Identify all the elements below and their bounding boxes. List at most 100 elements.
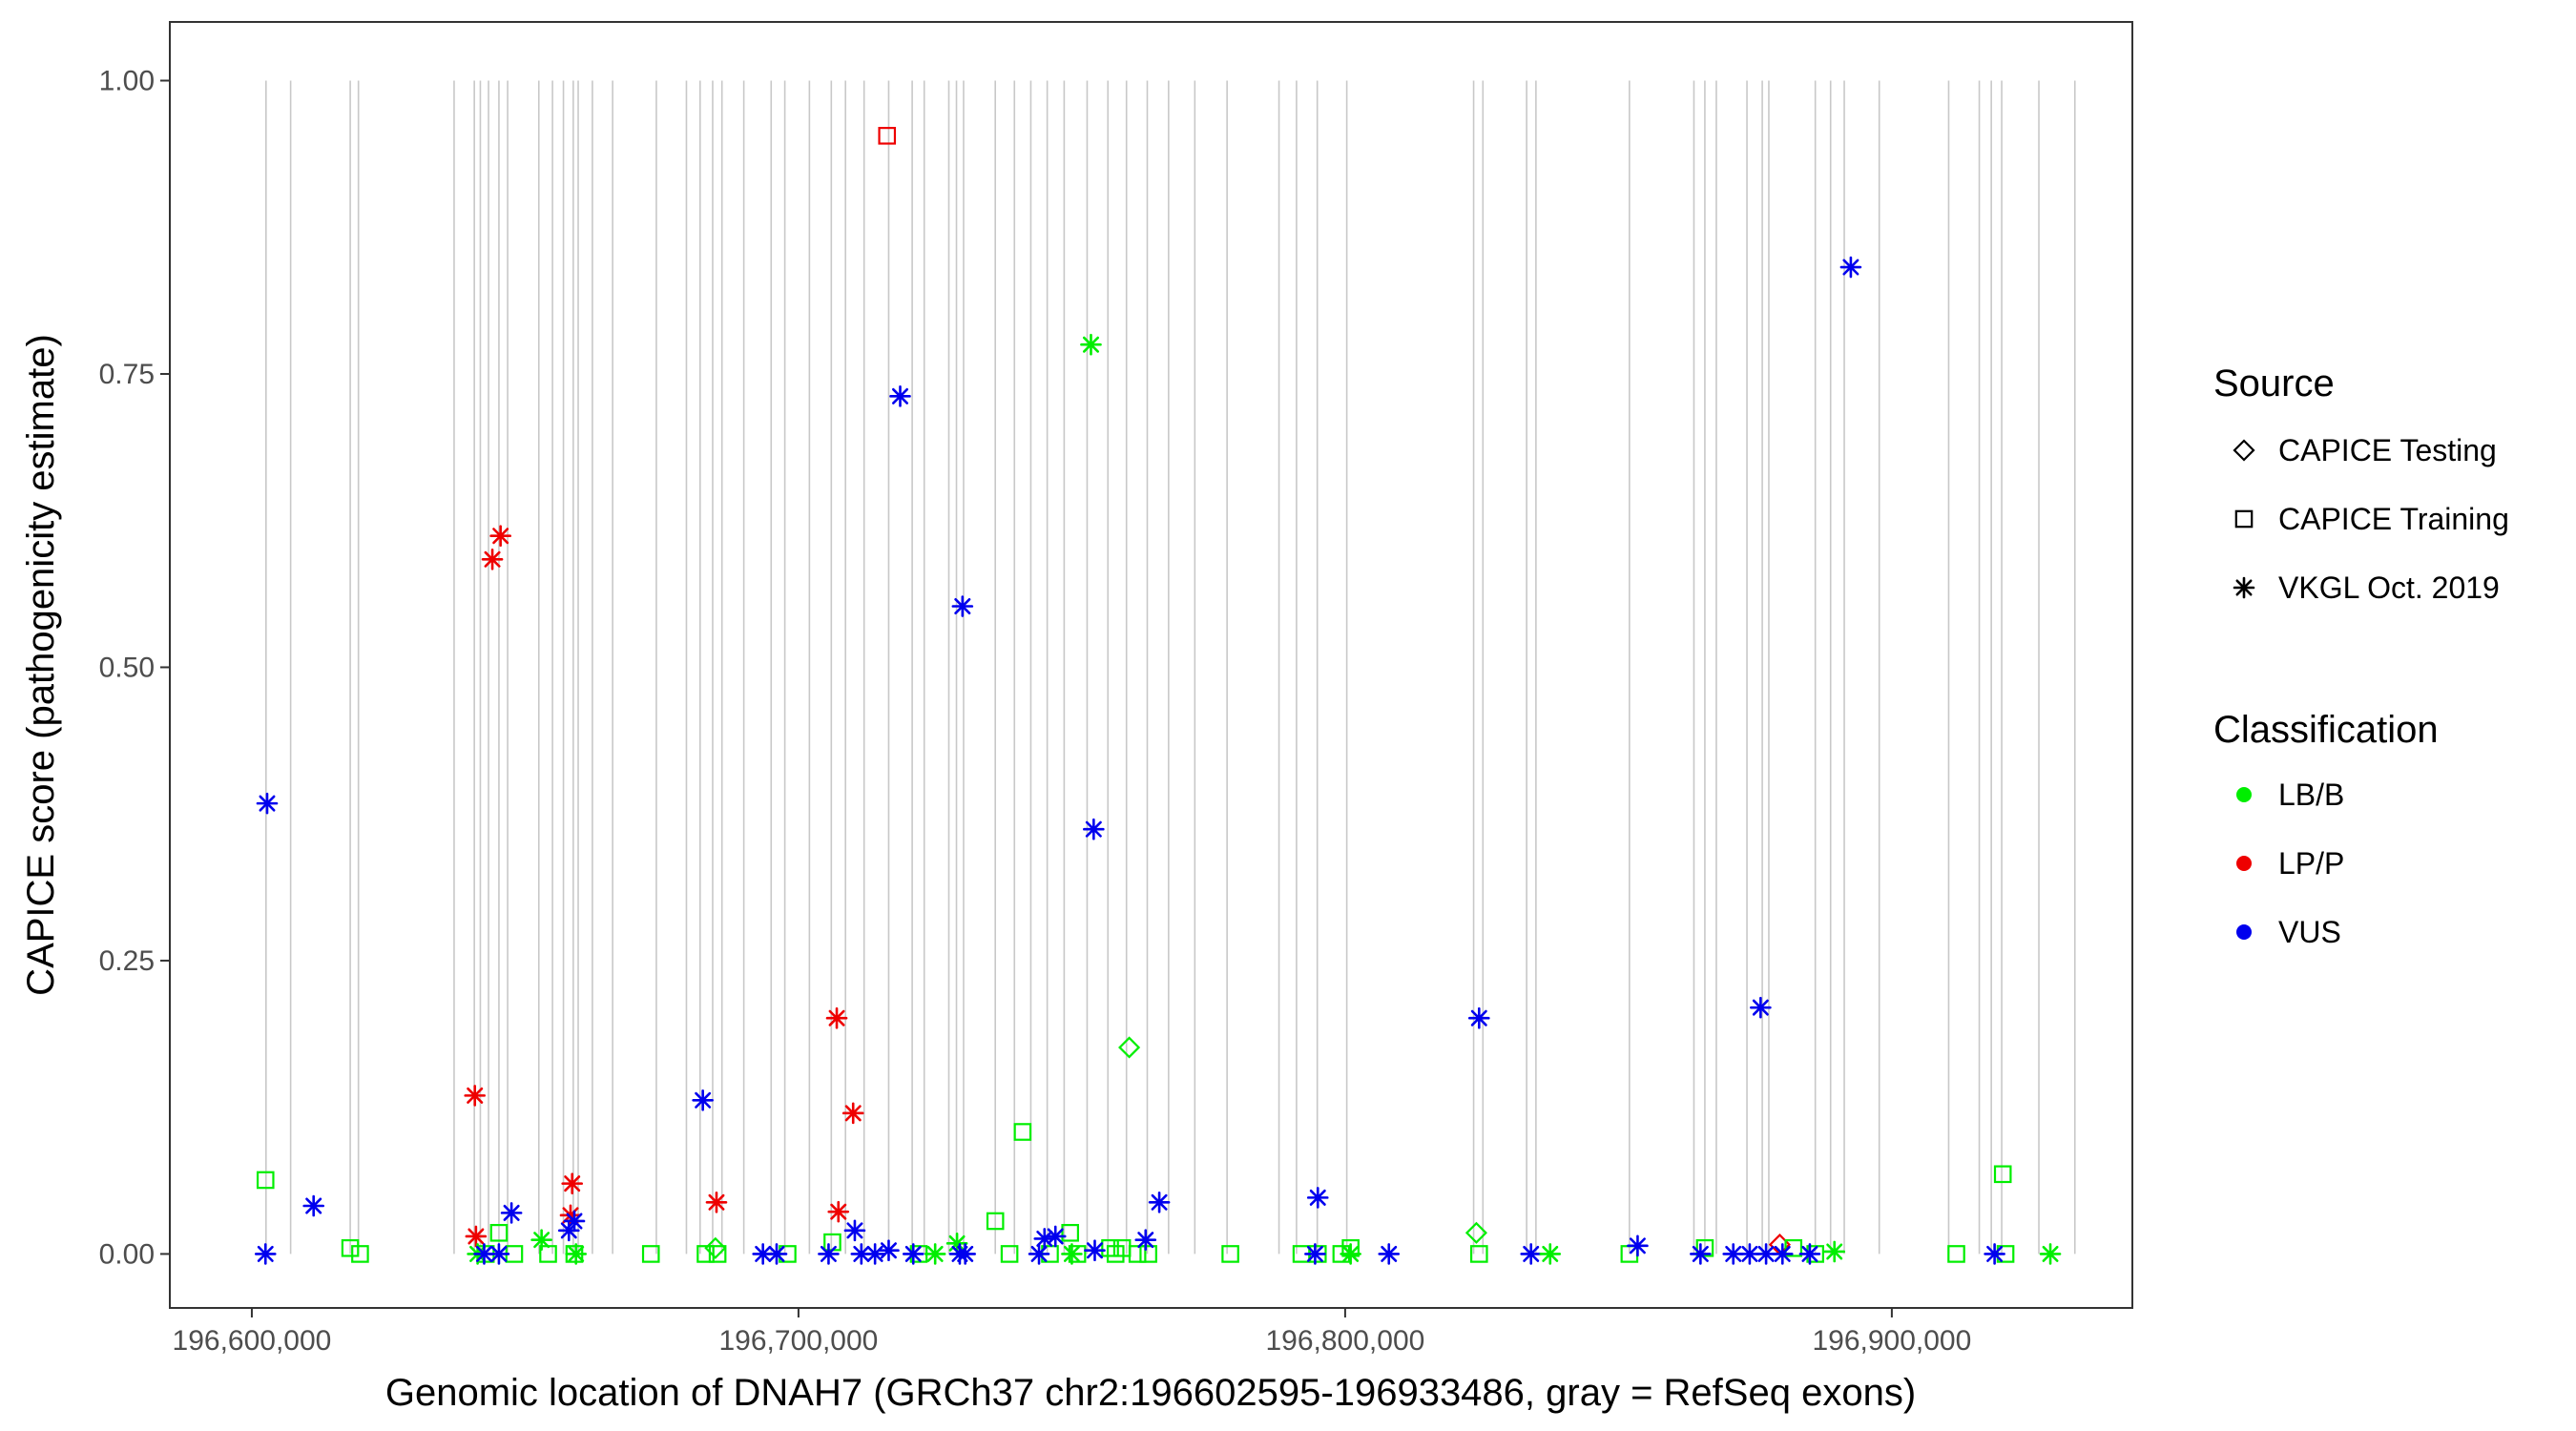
data-point bbox=[1771, 1243, 1794, 1265]
data-point bbox=[1469, 1245, 1488, 1263]
y-tick-label: 0.75 bbox=[99, 359, 155, 390]
data-point bbox=[641, 1245, 660, 1263]
legend-source-label: CAPICE Training bbox=[2278, 502, 2509, 536]
y-tick-label: 0.25 bbox=[99, 945, 155, 977]
legend-source: Source CAPICE Testing CAPICE Training VKGL… bbox=[2213, 363, 2509, 605]
data-point bbox=[1465, 1221, 1487, 1244]
data-point bbox=[481, 549, 504, 570]
y-tick-label: 0.00 bbox=[99, 1238, 155, 1270]
data-point bbox=[1467, 1006, 1490, 1029]
data-point bbox=[465, 1225, 488, 1248]
data-point bbox=[1118, 1036, 1141, 1059]
data-point bbox=[696, 1245, 715, 1263]
data-point bbox=[1738, 1243, 1761, 1265]
data-point bbox=[818, 1243, 840, 1265]
legend-source-label: VKGL Oct. 2019 bbox=[2278, 570, 2500, 605]
y-tick-label: 0.50 bbox=[99, 652, 155, 683]
data-point bbox=[1101, 1238, 1119, 1257]
data-point bbox=[765, 1243, 788, 1265]
data-point bbox=[951, 595, 974, 617]
data-points bbox=[254, 127, 2062, 1265]
data-point bbox=[1083, 818, 1105, 840]
legend-source-label: CAPICE Testing bbox=[2278, 433, 2497, 467]
data-point bbox=[1013, 1123, 1032, 1141]
data-point bbox=[954, 1243, 976, 1265]
data-point bbox=[708, 1245, 727, 1263]
legend-marker-asterisk bbox=[2233, 576, 2255, 599]
data-point bbox=[530, 1229, 552, 1251]
data-point bbox=[863, 1243, 886, 1265]
y-axis: 0.00 0.25 0.50 0.75 1.00 bbox=[99, 65, 170, 1270]
data-point bbox=[561, 1172, 584, 1194]
data-point bbox=[878, 127, 897, 145]
data-point bbox=[1044, 1225, 1067, 1248]
legend-marker-square bbox=[2234, 509, 2254, 529]
data-point bbox=[986, 1212, 1005, 1231]
x-tick-label: 196,600,000 bbox=[173, 1325, 332, 1357]
data-point bbox=[902, 1243, 924, 1265]
data-point bbox=[1028, 1243, 1050, 1265]
legend-class-label: VUS bbox=[2278, 915, 2341, 949]
data-point bbox=[351, 1245, 369, 1263]
x-tick-label: 196,900,000 bbox=[1812, 1325, 1971, 1357]
legend-class-label: LB/B bbox=[2278, 778, 2344, 812]
data-point bbox=[1695, 1238, 1714, 1257]
x-tick-label: 196,700,000 bbox=[719, 1325, 879, 1357]
data-point bbox=[1000, 1245, 1019, 1263]
data-point bbox=[1128, 1245, 1147, 1263]
data-point bbox=[1106, 1245, 1125, 1263]
data-point bbox=[500, 1202, 523, 1224]
data-point bbox=[254, 1243, 277, 1265]
data-point bbox=[1221, 1245, 1239, 1263]
data-point bbox=[1378, 1243, 1401, 1265]
data-point bbox=[256, 792, 279, 815]
data-point bbox=[692, 1089, 714, 1111]
data-point bbox=[1839, 256, 1862, 279]
data-point bbox=[464, 1085, 487, 1107]
data-point bbox=[924, 1243, 946, 1265]
plot-panel-border bbox=[169, 21, 2133, 1309]
data-point bbox=[1690, 1243, 1712, 1265]
data-point bbox=[1627, 1234, 1649, 1257]
data-point bbox=[843, 1219, 866, 1242]
data-point bbox=[1304, 1243, 1326, 1265]
data-point bbox=[827, 1200, 850, 1223]
data-point bbox=[704, 1236, 727, 1259]
legend-color-dot bbox=[2236, 856, 2252, 871]
data-point bbox=[1340, 1243, 1361, 1265]
data-point bbox=[1061, 1223, 1079, 1242]
data-point bbox=[1306, 1187, 1329, 1209]
data-point bbox=[302, 1194, 324, 1217]
data-point bbox=[878, 1239, 900, 1262]
data-point bbox=[1061, 1243, 1083, 1265]
data-point bbox=[488, 1243, 510, 1265]
y-tick-label: 1.00 bbox=[99, 65, 155, 96]
data-point bbox=[489, 1223, 509, 1242]
legend-class-label: LP/P bbox=[2278, 846, 2344, 881]
legend-source-title: Source bbox=[2213, 363, 2335, 404]
data-point bbox=[565, 1243, 588, 1265]
data-point bbox=[1993, 1165, 2012, 1184]
data-point bbox=[489, 525, 511, 548]
data-point bbox=[563, 1210, 586, 1233]
data-point bbox=[1984, 1243, 2005, 1265]
data-point bbox=[1823, 1240, 1846, 1263]
data-point bbox=[841, 1102, 864, 1125]
data-point bbox=[1520, 1243, 1543, 1265]
data-point bbox=[1750, 996, 1772, 1019]
data-point bbox=[1148, 1192, 1171, 1213]
data-point bbox=[1784, 1238, 1803, 1257]
legend-color-dot bbox=[2236, 787, 2252, 802]
x-axis-title: Genomic location of DNAH7 (GRCh37 chr2:1… bbox=[385, 1372, 1916, 1414]
data-point bbox=[2039, 1243, 2062, 1265]
x-axis: 196,600,000 196,700,000 196,800,000 196,900… bbox=[173, 1308, 1971, 1357]
exon-lines bbox=[265, 80, 2076, 1255]
data-point bbox=[256, 1171, 275, 1190]
data-point bbox=[1539, 1243, 1562, 1265]
data-point bbox=[341, 1238, 360, 1257]
legend-marker-diamond bbox=[2233, 439, 2255, 462]
legend-color-dot bbox=[2236, 924, 2252, 940]
data-point bbox=[1947, 1245, 1965, 1263]
data-point bbox=[705, 1192, 728, 1213]
